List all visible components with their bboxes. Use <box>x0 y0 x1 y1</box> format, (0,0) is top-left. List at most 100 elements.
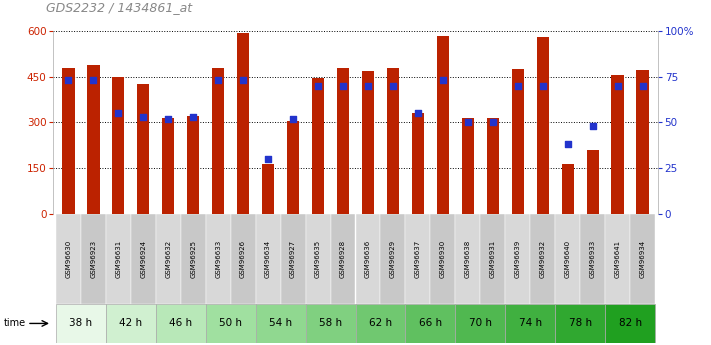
Bar <box>455 214 481 304</box>
Point <box>137 114 149 120</box>
Text: GSM96925: GSM96925 <box>190 240 196 278</box>
Point <box>188 114 199 120</box>
Bar <box>106 214 131 304</box>
Text: GSM96632: GSM96632 <box>165 240 171 278</box>
Point <box>312 83 324 89</box>
Bar <box>387 68 399 214</box>
Bar <box>537 37 549 214</box>
Bar <box>212 68 225 214</box>
Text: 58 h: 58 h <box>319 318 342 328</box>
Bar <box>256 304 306 343</box>
Bar <box>481 214 506 304</box>
Text: GSM96929: GSM96929 <box>390 240 396 278</box>
Text: GSM96631: GSM96631 <box>115 240 122 278</box>
Text: GSM96639: GSM96639 <box>515 240 521 278</box>
Text: 66 h: 66 h <box>419 318 442 328</box>
Bar <box>62 68 75 214</box>
Bar <box>437 36 449 214</box>
Point <box>587 124 599 129</box>
Text: GSM96638: GSM96638 <box>465 240 471 278</box>
Bar <box>506 214 530 304</box>
Point <box>537 83 548 89</box>
Bar <box>356 304 405 343</box>
Bar <box>281 214 306 304</box>
Text: 78 h: 78 h <box>569 318 592 328</box>
Point <box>387 83 399 89</box>
Bar <box>605 304 655 343</box>
Point <box>163 116 174 121</box>
Bar <box>562 164 574 214</box>
Text: 82 h: 82 h <box>619 318 642 328</box>
Bar <box>530 214 555 304</box>
Bar <box>156 304 205 343</box>
Bar <box>486 118 499 214</box>
Point <box>87 78 99 83</box>
Text: GSM96926: GSM96926 <box>240 240 246 278</box>
Text: 38 h: 38 h <box>69 318 92 328</box>
Text: GSM96640: GSM96640 <box>565 240 571 278</box>
Text: GSM96932: GSM96932 <box>540 240 546 278</box>
Point <box>112 110 124 116</box>
Bar <box>312 78 324 214</box>
Bar <box>512 69 524 214</box>
Point <box>337 83 348 89</box>
Bar <box>331 214 356 304</box>
Bar <box>587 150 599 214</box>
Bar <box>81 214 106 304</box>
Point <box>262 156 274 162</box>
Text: 74 h: 74 h <box>519 318 542 328</box>
Text: 70 h: 70 h <box>469 318 492 328</box>
Text: GSM96928: GSM96928 <box>340 240 346 278</box>
Text: GDS2232 / 1434861_at: GDS2232 / 1434861_at <box>46 1 193 14</box>
Bar <box>56 214 81 304</box>
Bar <box>455 304 506 343</box>
Point <box>213 78 224 83</box>
Bar <box>430 214 455 304</box>
Text: 62 h: 62 h <box>369 318 392 328</box>
Bar <box>605 214 630 304</box>
Text: GSM96930: GSM96930 <box>440 240 446 278</box>
Bar <box>131 214 156 304</box>
Bar <box>461 118 474 214</box>
Bar <box>362 71 374 214</box>
Text: GSM96634: GSM96634 <box>265 240 271 278</box>
Text: GSM96933: GSM96933 <box>589 240 596 278</box>
Text: GSM96924: GSM96924 <box>140 240 146 278</box>
Bar <box>555 214 580 304</box>
Bar <box>636 70 649 214</box>
Bar <box>262 164 274 214</box>
Text: 54 h: 54 h <box>269 318 292 328</box>
Text: 46 h: 46 h <box>169 318 192 328</box>
Point <box>437 78 449 83</box>
Bar <box>56 304 106 343</box>
Text: GSM96630: GSM96630 <box>65 240 71 278</box>
Text: GSM96633: GSM96633 <box>215 240 221 278</box>
Bar <box>205 304 256 343</box>
Bar <box>337 68 349 214</box>
Bar <box>181 214 205 304</box>
Point <box>287 116 299 121</box>
Point <box>237 78 249 83</box>
Bar <box>306 304 356 343</box>
Point <box>363 83 374 89</box>
Text: GSM96934: GSM96934 <box>640 240 646 278</box>
Bar <box>506 304 555 343</box>
Bar <box>306 214 331 304</box>
Bar <box>162 118 174 214</box>
Bar <box>611 75 624 214</box>
Bar <box>87 65 100 214</box>
Text: 42 h: 42 h <box>119 318 142 328</box>
Point <box>63 78 74 83</box>
Text: 50 h: 50 h <box>219 318 242 328</box>
Point <box>512 83 523 89</box>
Bar <box>405 214 430 304</box>
Text: GSM96636: GSM96636 <box>365 240 371 278</box>
Bar <box>156 214 181 304</box>
Point <box>462 120 474 125</box>
Bar <box>230 214 256 304</box>
Text: GSM96635: GSM96635 <box>315 240 321 278</box>
Bar <box>137 85 149 214</box>
Text: GSM96931: GSM96931 <box>490 240 496 278</box>
Bar <box>106 304 156 343</box>
Bar <box>405 304 455 343</box>
